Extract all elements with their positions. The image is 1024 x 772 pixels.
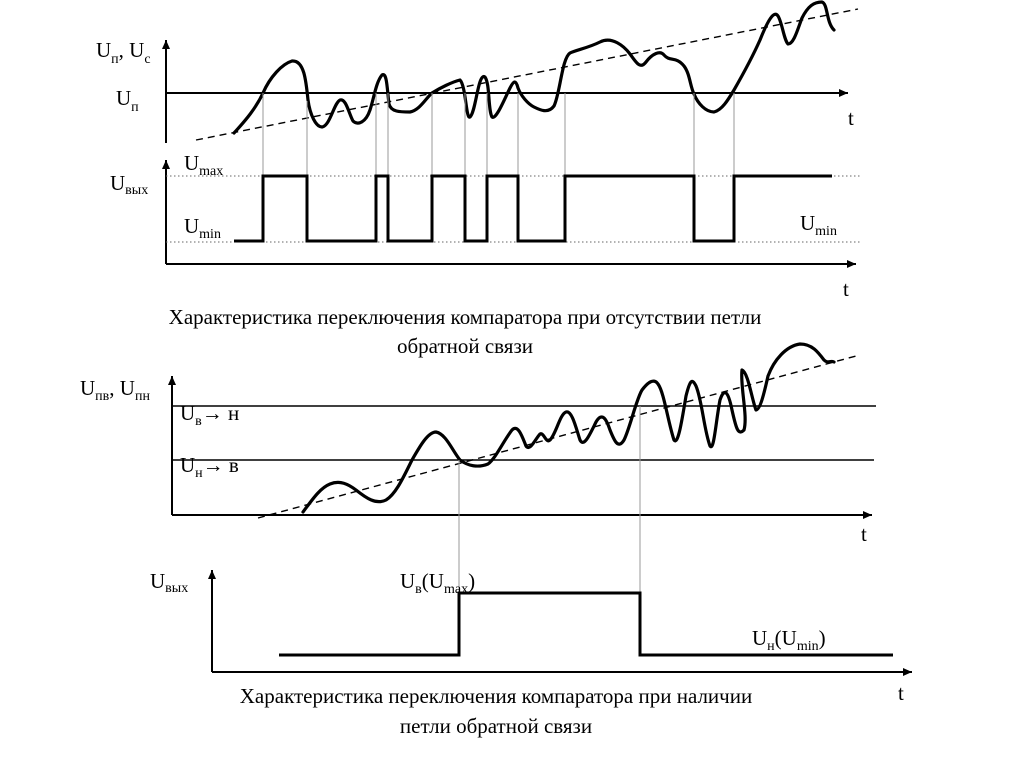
top-umin-right-label: Umin — [800, 211, 837, 239]
bottom-output-chart: Uвых Uв(Umax) Uн(Umin) t — [150, 569, 912, 705]
bottom-output-signal — [279, 591, 893, 657]
top-threshold-label: Uп — [116, 86, 139, 115]
bottom-signal-y-axis-label: Uпв, Uпн — [80, 376, 150, 404]
bottom-output-t-label: t — [898, 681, 904, 705]
top-output-chart: Uвых Umax Umin Umin t — [110, 151, 860, 301]
top-signal-y-axis-label: Uп, Uс — [96, 38, 151, 67]
top-umax-label: Umax — [184, 151, 223, 179]
bottom-signal-t-label: t — [861, 522, 867, 546]
top-output-pulses — [234, 174, 832, 243]
top-signal-chart: Uп, Uс Uп t — [96, 0, 859, 241]
bottom-caption-line1: Характеристика переключения компаратора … — [240, 684, 752, 708]
top-ramp-line — [195, 8, 859, 141]
top-umin-left-label: Umin — [184, 214, 221, 242]
top-switching-guides — [262, 93, 735, 241]
top-caption-line2: обратной связи — [397, 334, 533, 358]
bottom-high-level-label: Uв(Umax) — [400, 569, 475, 597]
bottom-output-y-axis-label: Uвых — [150, 569, 188, 596]
bottom-signal-chart: Uпв, Uпн Uв→ н Uн→ в t — [80, 342, 876, 655]
top-output-y-axis-label: Uвых — [110, 171, 148, 198]
bottom-noisy-signal — [301, 342, 836, 514]
bottom-ramp-line — [257, 355, 857, 519]
bottom-upper-threshold-label: Uв→ н — [180, 401, 239, 429]
bottom-caption-line2: петли обратной связи — [400, 714, 592, 738]
top-noisy-signal — [232, 0, 836, 135]
top-caption-line1: Характеристика переключения компаратора … — [169, 305, 762, 329]
top-output-t-label: t — [843, 277, 849, 301]
top-signal-t-label: t — [848, 106, 854, 130]
bottom-low-level-label: Uн(Umin) — [752, 626, 826, 654]
bottom-lower-threshold-label: Uн→ в — [180, 453, 239, 481]
